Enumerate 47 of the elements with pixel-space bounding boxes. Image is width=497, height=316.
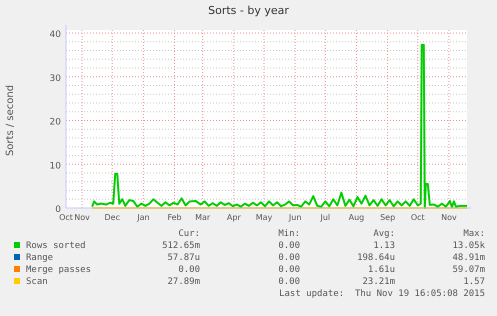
text: 0.00 (278, 241, 300, 251)
text: 0.00 (278, 253, 300, 263)
text: Cur: (178, 229, 200, 239)
x-tick-label: Sep (380, 213, 396, 222)
text: 1.61u (368, 265, 395, 275)
chart-title: Sorts - by year (208, 4, 290, 17)
text: 57.87u (167, 253, 200, 263)
x-tick-label: Jul (319, 213, 330, 222)
text: 0.00 (178, 265, 200, 275)
text: 13.05k (452, 241, 486, 251)
text: 1.57 (463, 277, 485, 287)
legend-label: Range (26, 253, 54, 263)
x-tick-label: Nov (74, 213, 90, 222)
x-tick-label: Dec (104, 213, 120, 222)
y-axis-title: Sorts / second (5, 84, 16, 156)
x-tick-label: Jun (288, 213, 302, 222)
text: Max: (463, 229, 485, 239)
text: 23.21m (362, 277, 395, 287)
x-tick-label: Oct (410, 213, 425, 222)
text: 0.00 (278, 277, 300, 287)
text: 27.89m (167, 277, 200, 287)
text: Avg: (373, 229, 395, 239)
legend-label: Merge passes (26, 265, 92, 275)
x-tick-label: Mar (195, 213, 211, 222)
y-tick-label: 20 (50, 118, 62, 128)
x-tick-label: May (256, 213, 273, 222)
x-tick-label: Apr (226, 213, 242, 222)
x-tick-label: Jan (136, 213, 150, 222)
text: 48.91m (452, 253, 485, 263)
legend-label: Scan (26, 277, 48, 287)
y-tick-label: 30 (50, 74, 62, 84)
x-tick-label: Aug (348, 213, 364, 222)
legend-label: Rows sorted (26, 241, 86, 251)
y-tick-label: 40 (50, 30, 62, 40)
text: Last update: Thu Nov 19 16:05:08 2015 (279, 289, 485, 299)
x-tick-label: Oct (59, 213, 73, 222)
x-tick-label: Nov (441, 213, 457, 222)
x-tick-label: Feb (167, 213, 182, 222)
line-series (91, 44, 468, 209)
text: 1.13 (373, 241, 395, 251)
y-tick-label: 0 (55, 205, 62, 215)
text: 0.00 (278, 265, 300, 275)
text: Min: (278, 229, 300, 239)
text: 198.64u (357, 253, 395, 263)
text: 59.07m (452, 265, 485, 275)
y-tick-label: 10 (50, 161, 62, 172)
text: 512.65m (162, 241, 200, 251)
